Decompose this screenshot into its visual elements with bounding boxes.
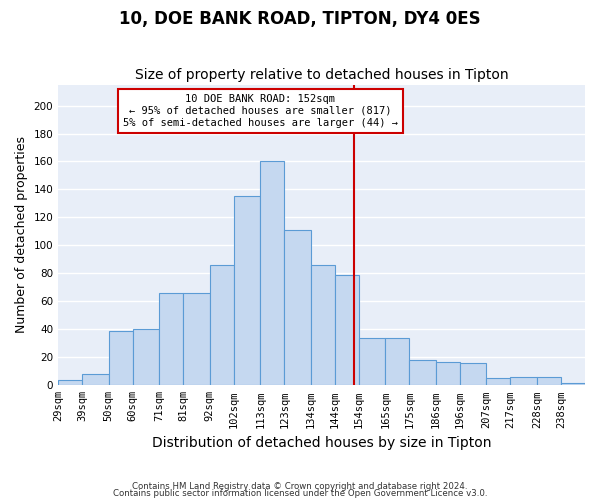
Bar [284,230,311,386]
Bar [460,363,487,386]
Bar [234,196,260,386]
Bar [385,338,409,386]
Bar [335,275,359,386]
Bar [260,162,284,386]
Bar [58,380,82,386]
Y-axis label: Number of detached properties: Number of detached properties [15,136,28,334]
Bar [561,382,585,386]
Bar [133,330,159,386]
Text: Contains HM Land Registry data © Crown copyright and database right 2024.: Contains HM Land Registry data © Crown c… [132,482,468,491]
Bar [183,293,210,386]
Bar [487,378,511,386]
X-axis label: Distribution of detached houses by size in Tipton: Distribution of detached houses by size … [152,436,491,450]
Bar [537,377,561,386]
Title: Size of property relative to detached houses in Tipton: Size of property relative to detached ho… [135,68,508,82]
Bar [436,362,460,386]
Text: Contains public sector information licensed under the Open Government Licence v3: Contains public sector information licen… [113,489,487,498]
Bar [359,338,385,386]
Bar [511,377,537,386]
Text: 10, DOE BANK ROAD, TIPTON, DY4 0ES: 10, DOE BANK ROAD, TIPTON, DY4 0ES [119,10,481,28]
Bar [311,265,335,386]
Bar [409,360,436,386]
Bar [159,293,183,386]
Text: 10 DOE BANK ROAD: 152sqm
← 95% of detached houses are smaller (817)
5% of semi-d: 10 DOE BANK ROAD: 152sqm ← 95% of detach… [123,94,398,128]
Bar [210,265,234,386]
Bar [82,374,109,386]
Bar [109,331,133,386]
